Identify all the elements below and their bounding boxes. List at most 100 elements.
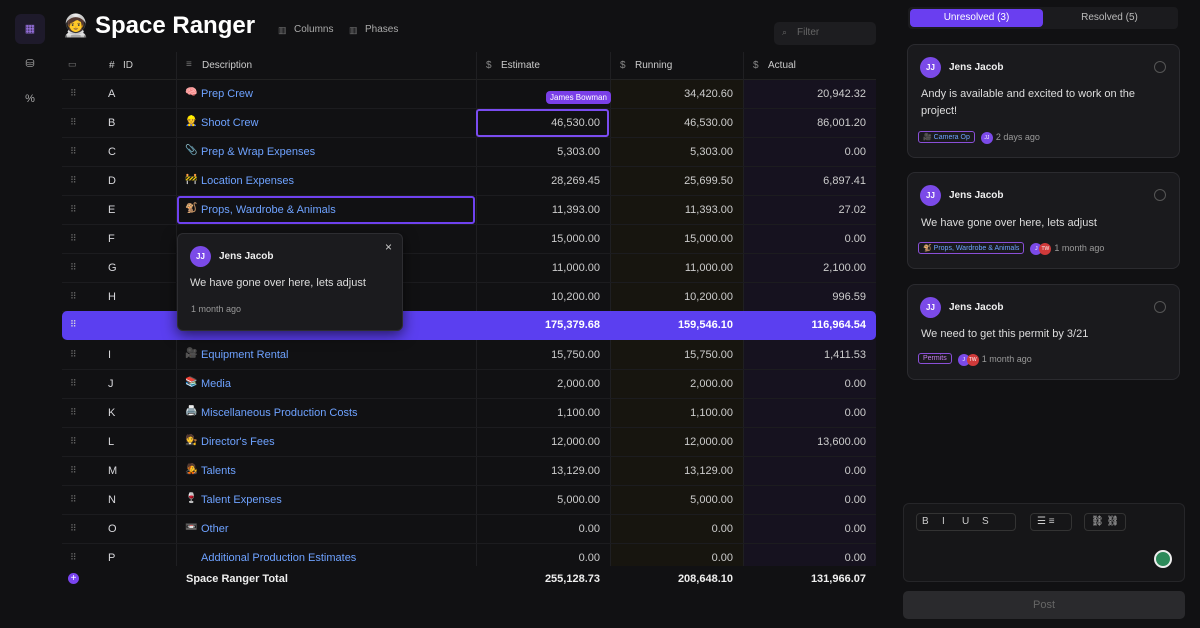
sidebar-active[interactable]	[15, 14, 45, 44]
tab[interactable]: Resolved (5)	[1081, 12, 1138, 23]
sidebar-icon[interactable]: ▦	[24, 23, 36, 35]
format-button[interactable]: B	[922, 516, 929, 527]
toolbar-button[interactable]: Phases ▥	[349, 22, 398, 38]
comment-card[interactable]: JJ Jens Jacob We need to get this permit b…	[907, 284, 1180, 380]
row-border	[62, 485, 876, 486]
sidebar-icon[interactable]: ⛁	[25, 58, 35, 70]
toolbar-button[interactable]: Columns ▥	[278, 22, 333, 38]
cell-running: 15,000.00	[684, 233, 733, 245]
cell-estimate: 0.00	[578, 523, 600, 535]
drag-handle[interactable]: ⠿	[70, 378, 77, 388]
drag-handle[interactable]: ⠿	[70, 175, 77, 185]
header-icon: ≡	[186, 59, 192, 70]
resolve-toggle[interactable]	[1154, 61, 1166, 73]
row-description[interactable]: Prep Crew	[201, 88, 253, 100]
comment-tag[interactable]: Permits	[918, 353, 952, 364]
format-button[interactable]: I	[942, 516, 945, 527]
row-description[interactable]: Location Expenses	[201, 175, 294, 187]
row-id: A	[108, 88, 116, 100]
row-icon: 🍷	[185, 493, 198, 504]
header-currency: $	[620, 60, 626, 71]
post-button[interactable]: Post	[903, 591, 1185, 619]
total-running: 208,648.10	[677, 573, 733, 585]
comment-card[interactable]: JJ Jens Jacob We have gone over here, lets…	[907, 172, 1180, 269]
header-hash: #	[109, 60, 115, 71]
tab-active[interactable]: Unresolved (3)	[910, 9, 1043, 27]
header-estimate: Estimate	[501, 60, 540, 71]
subtotal-estimate: 175,379.68	[544, 319, 600, 331]
row-icon: 🖨️	[185, 406, 198, 417]
cell-actual: 13,600.00	[817, 436, 866, 448]
drag-handle[interactable]: ⠿	[70, 465, 77, 475]
row-description[interactable]: Equipment Rental	[201, 349, 289, 361]
filter-placeholder: Filter	[797, 27, 820, 38]
drag-handle[interactable]: ⠿	[70, 523, 77, 533]
drag-handle[interactable]: ⠿	[70, 204, 77, 214]
format-button[interactable]: U	[962, 516, 970, 527]
sidebar-icon[interactable]: %	[25, 93, 35, 105]
add-button[interactable]: +	[68, 573, 79, 584]
row-description[interactable]: Miscellaneous Production Costs	[201, 407, 358, 419]
row-description[interactable]: Shoot Crew	[201, 117, 259, 129]
subtotal-running: 159,546.10	[677, 319, 733, 331]
title-icon: 🧑‍🚀	[62, 13, 90, 38]
row-description[interactable]: Media	[201, 378, 231, 390]
cell-actual: 0.00	[844, 552, 866, 564]
comment-author: Jens Jacob	[949, 302, 1004, 313]
row-id: P	[108, 552, 116, 564]
row-border	[62, 224, 876, 225]
cell-actual: 20,942.32	[817, 88, 866, 100]
list-toolbar[interactable]: ☰ ≡	[1030, 513, 1072, 531]
row-description[interactable]: Prep & Wrap Expenses	[201, 146, 316, 158]
header-icon: ▭	[68, 59, 77, 69]
filter[interactable]: Filter ⌕	[774, 22, 876, 45]
toolbar-icon: ▥	[278, 25, 287, 35]
comment-time: 1 month ago	[1054, 243, 1105, 253]
close-button[interactable]: ×	[385, 240, 393, 254]
drag-handle[interactable]: ⠿	[70, 436, 77, 446]
drag-handle[interactable]: ⠿	[70, 291, 77, 301]
cell-estimate: 0.00	[578, 552, 600, 564]
drag-handle[interactable]: ⠿	[70, 146, 77, 156]
drag-handle[interactable]: ⠿	[70, 262, 77, 272]
drag-handle[interactable]: ⠿	[70, 494, 77, 504]
row-description[interactable]: Props, Wardrobe & Animals	[201, 204, 336, 216]
row-description[interactable]: Talent Expenses	[201, 494, 282, 506]
cell-actual: 27.02	[838, 204, 866, 216]
drag-handle[interactable]: ⠿	[70, 407, 77, 417]
row-description[interactable]: Talents	[201, 465, 236, 477]
cell-running: 13,129.00	[684, 465, 733, 477]
row-description[interactable]: Additional Production Estimates	[201, 552, 357, 564]
row-description[interactable]: Director's Fees	[201, 436, 275, 448]
cell-actual: 0.00	[844, 378, 866, 390]
comment-tag[interactable]: 🎥 Camera Op	[918, 131, 975, 143]
column-divider	[743, 52, 744, 566]
drag-handle[interactable]: ⠿	[70, 349, 77, 359]
resolve-toggle[interactable]	[1154, 301, 1166, 313]
assistant-icon[interactable]	[1154, 550, 1172, 568]
drag-handle[interactable]: ⠿	[70, 319, 77, 329]
row-icon: 🚧	[185, 174, 198, 185]
resolve-toggle[interactable]	[1154, 189, 1166, 201]
header-description: Description	[202, 60, 253, 71]
comment-text: We have gone over here, lets adjust	[921, 217, 1097, 229]
comment-time: 2 days ago	[995, 132, 1040, 142]
comment-card[interactable]: JJ Jens Jacob Andy is available and excite…	[907, 44, 1180, 158]
cell-estimate: 11,393.00	[551, 204, 600, 216]
row-icon: 🧑‍🎤	[185, 464, 198, 475]
drag-handle[interactable]: ⠿	[70, 233, 77, 243]
row-description[interactable]: Other	[201, 523, 229, 535]
comment-popover: JJ Jens Jacob × We have gone over here, let…	[177, 233, 403, 331]
cell-actual: 6,897.41	[823, 175, 866, 187]
cell-running: 2,000.00	[690, 378, 733, 390]
drag-handle[interactable]: ⠿	[70, 117, 77, 127]
header-id: ID	[123, 60, 133, 71]
cell-actual: 2,100.00	[823, 262, 866, 274]
drag-handle[interactable]: ⠿	[70, 552, 77, 562]
comment-time: 1 month ago	[981, 354, 1032, 364]
row-border	[62, 514, 876, 515]
drag-handle[interactable]: ⠿	[70, 88, 77, 98]
format-button[interactable]: S	[982, 516, 989, 527]
link-toolbar[interactable]: ⛓ ⛓	[1084, 513, 1126, 531]
comment-tag[interactable]: 🐒 Props, Wardrobe & Animals	[918, 242, 1025, 254]
